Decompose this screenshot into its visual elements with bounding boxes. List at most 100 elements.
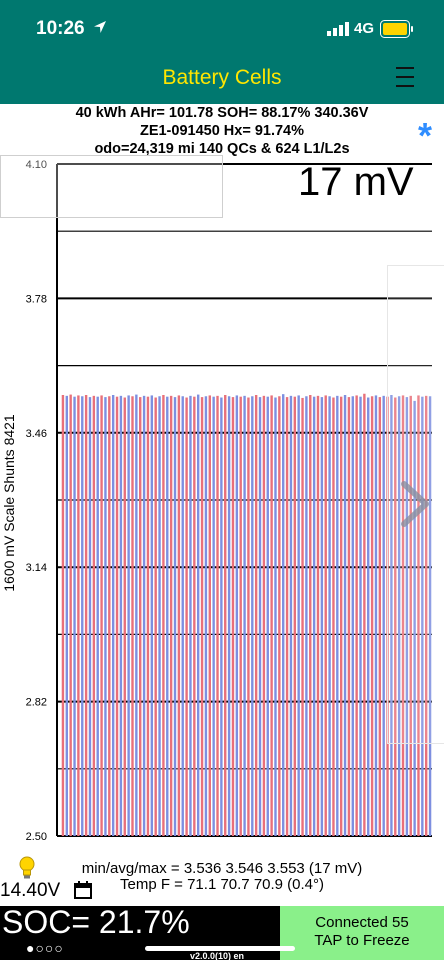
- cell-bar: [204, 396, 208, 836]
- cell-bar: [169, 395, 173, 836]
- cell-bar: [88, 397, 92, 836]
- cellular-signal-icon: [327, 22, 349, 36]
- cell-bar: [367, 397, 370, 836]
- cell-bar: [224, 395, 227, 836]
- y-tick-label: 2.50: [26, 831, 47, 843]
- temperature-text: Temp F = 71.1 70.7 70.9 (0.4°): [119, 876, 325, 893]
- cell-bar: [193, 396, 196, 836]
- overlay-box: [0, 155, 223, 218]
- cell-bar: [421, 396, 424, 836]
- location-arrow-icon: [94, 21, 106, 33]
- cell-bar: [397, 396, 401, 836]
- cell-bar: [266, 396, 269, 836]
- cell-bar: [312, 396, 316, 836]
- cell-bar: [104, 397, 107, 836]
- cell-bar: [77, 395, 80, 836]
- y-tick-label: 2.82: [26, 697, 47, 709]
- cell-bar: [177, 395, 181, 836]
- cell-bar: [285, 397, 289, 836]
- cell-bar: [355, 395, 358, 836]
- cell-bar: [324, 395, 327, 836]
- version-label: v2.0.0(10) en: [190, 951, 245, 961]
- home-indicator[interactable]: [145, 946, 295, 951]
- connected-freeze-button[interactable]: Connected 55 TAP to Freeze: [280, 906, 444, 960]
- cell-bar: [270, 395, 273, 836]
- cell-voltage-chart[interactable]: 4.103.783.463.142.822.501102030405060708…: [0, 155, 444, 845]
- cell-bar: [61, 395, 65, 836]
- calendar-icon[interactable]: [74, 881, 92, 899]
- cell-bar: [111, 395, 115, 836]
- cell-bar: [81, 396, 84, 836]
- cell-bar: [359, 396, 362, 836]
- chevron-right-icon[interactable]: [398, 480, 432, 528]
- y-tick-label: 3.78: [26, 293, 47, 305]
- aux-voltage: 14.40V: [0, 880, 61, 901]
- cell-bar: [69, 394, 72, 836]
- cell-bar: [100, 395, 103, 836]
- cell-bar: [115, 396, 119, 836]
- cell-bar: [123, 397, 126, 836]
- cell-bar: [196, 394, 200, 836]
- y-tick-label: 3.46: [26, 428, 47, 440]
- cell-bar: [220, 397, 223, 836]
- cell-bar: [378, 397, 382, 836]
- cell-bar: [301, 397, 304, 836]
- bluetooth-asterisk-icon[interactable]: *: [418, 115, 433, 156]
- cell-bar: [336, 395, 339, 836]
- cell-bar: [208, 395, 211, 836]
- cell-bar: [185, 397, 188, 836]
- cell-bar: [258, 397, 262, 836]
- cell-bar: [235, 395, 239, 836]
- cell-bar: [339, 396, 343, 836]
- summary-line-2: ZE1-091450 Hx= 91.74%: [139, 123, 305, 139]
- page-indicator-dots[interactable]: ●○○○: [26, 940, 64, 956]
- cell-bar: [316, 395, 320, 836]
- cell-bar: [363, 393, 366, 836]
- lightbulb-icon[interactable]: [18, 856, 36, 880]
- network-type: 4G: [354, 20, 375, 37]
- side-panel-handle[interactable]: [387, 265, 444, 744]
- y-axis-label: 1600 mV Scale Shunts 8421: [1, 414, 17, 592]
- cell-bar: [247, 397, 250, 836]
- cell-bar: [413, 400, 416, 836]
- summary-line-3: odo=24,319 mi 140 QCs & 624 L1/L2s: [94, 141, 350, 157]
- cell-bar: [328, 396, 331, 836]
- menu-icon[interactable]: [396, 60, 420, 90]
- cell-bar: [146, 396, 150, 836]
- cell-bar: [274, 397, 277, 836]
- cell-bar: [108, 396, 111, 836]
- cell-bar: [135, 394, 138, 836]
- cell-bar: [382, 395, 385, 836]
- cell-bar: [428, 396, 432, 836]
- cell-bar: [84, 395, 88, 836]
- cell-bar: [343, 395, 347, 836]
- cell-bar: [158, 396, 161, 836]
- cell-bar: [181, 396, 184, 836]
- cell-bar: [127, 395, 130, 836]
- cell-bar: [239, 396, 242, 836]
- cell-bar: [227, 396, 231, 836]
- cell-bar: [96, 396, 99, 836]
- cell-bar: [374, 395, 378, 836]
- cell-bar: [351, 396, 354, 836]
- cell-bar: [394, 397, 397, 836]
- connected-status: Connected 55: [315, 914, 409, 931]
- cell-bar: [293, 396, 297, 836]
- min-avg-max-text: min/avg/max = 3.536 3.546 3.553 (17 mV): [81, 860, 363, 877]
- cell-bar: [254, 395, 258, 836]
- cell-bar: [189, 395, 192, 836]
- cell-bar: [154, 397, 157, 836]
- cell-bar: [142, 395, 146, 836]
- cell-bar: [173, 397, 177, 836]
- cell-bar: [405, 397, 409, 836]
- cell-bar: [251, 396, 254, 836]
- cell-bar: [297, 395, 300, 836]
- status-bar: 10:26 4G: [0, 0, 444, 56]
- cell-bar: [119, 395, 123, 836]
- cell-bar: [139, 397, 142, 836]
- summary-line-1: 40 kWh AHr= 101.78 SOH= 88.17% 340.36V: [75, 105, 369, 121]
- cell-bar: [332, 397, 335, 836]
- cell-bar: [282, 394, 285, 836]
- cell-bar: [278, 396, 281, 836]
- y-tick-label: 3.14: [26, 562, 47, 574]
